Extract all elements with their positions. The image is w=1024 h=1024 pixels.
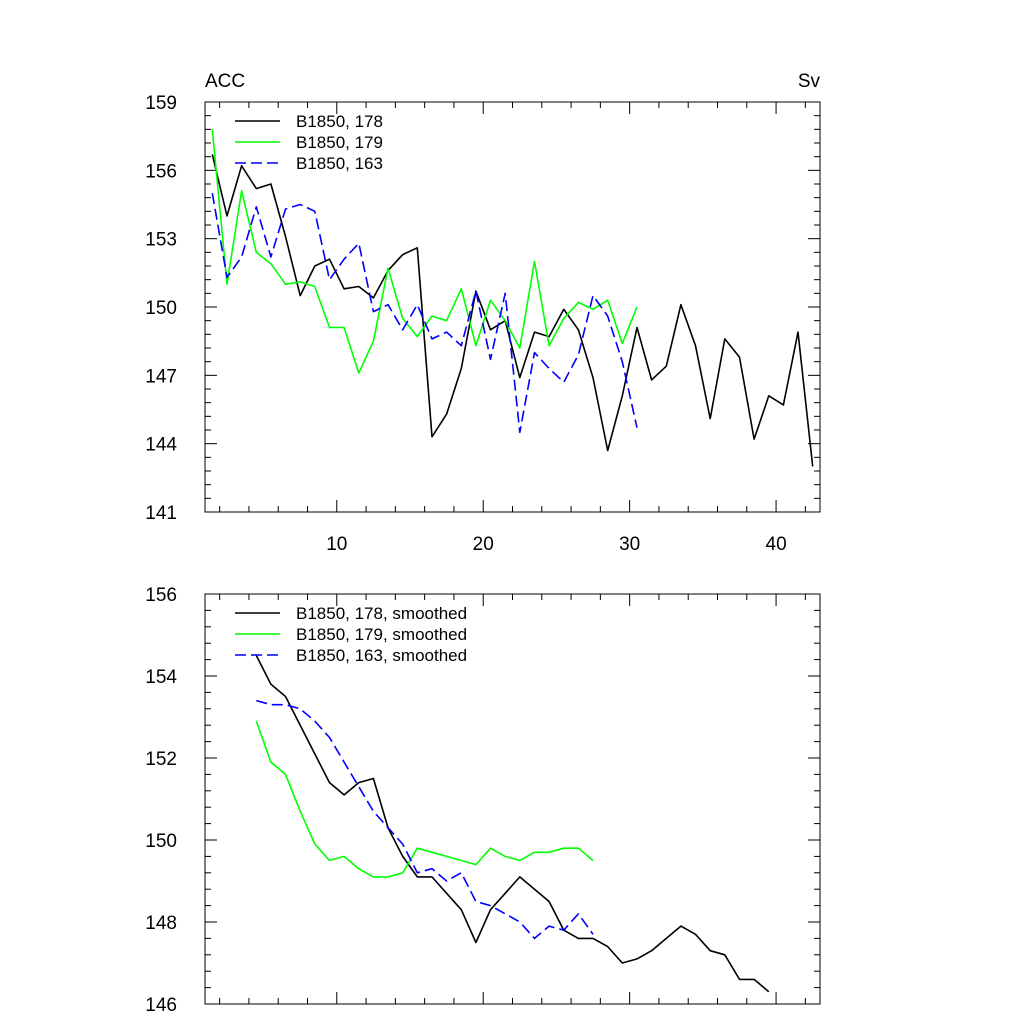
bottom-series-line-3 [256, 699, 594, 940]
top-y-tick-label: 156 [145, 161, 177, 182]
top-series-line-3 [211, 192, 638, 434]
top-left-label: ACC [205, 71, 245, 92]
top-legend-label-1: B1850, 178 [296, 112, 383, 131]
bottom-legend-label-3: B1850, 163, smoothed [296, 646, 467, 665]
top-y-tick-label: 147 [145, 366, 177, 387]
top-x-tick-label: 20 [473, 534, 494, 555]
bottom-legend-label-1: B1850, 178, smoothed [296, 604, 467, 623]
top-y-tick-label: 159 [145, 93, 177, 114]
top-right-label: Sv [798, 71, 821, 92]
top-y-tick-label: 144 [145, 435, 177, 456]
bottom-legend-label-2: B1850, 179, smoothed [296, 625, 467, 644]
bottom-panel: 146 148 150 152 154 156 B1850, 178, smoothed B1… [145, 585, 821, 1016]
top-panel: ACC Sv 10 20 30 40 141 144 147 150 153 156 159 B185… [145, 71, 821, 555]
top-x-tick-label: 40 [766, 534, 787, 555]
top-x-tick-label: 30 [619, 534, 640, 555]
top-y-tick-label: 141 [145, 503, 177, 524]
bottom-y-tick-label: 150 [145, 831, 177, 852]
bottom-series-line-1 [255, 655, 770, 993]
top-y-tick-label: 150 [145, 298, 177, 319]
top-y-tick-label: 153 [145, 230, 177, 251]
bottom-y-tick-label: 148 [145, 913, 177, 934]
top-series-line-2 [211, 129, 638, 374]
top-legend-label-2: B1850, 179 [296, 133, 383, 152]
top-legend-label-3: B1850, 163 [296, 154, 383, 173]
bottom-y-tick-label: 146 [145, 995, 177, 1016]
bottom-series-line-2 [255, 720, 594, 878]
bottom-y-tick-label: 156 [145, 585, 177, 606]
bottom-y-tick-label: 154 [145, 667, 177, 688]
top-series-line-1 [211, 154, 814, 467]
top-x-tick-label: 10 [326, 534, 347, 555]
bottom-y-tick-label: 152 [145, 749, 177, 770]
